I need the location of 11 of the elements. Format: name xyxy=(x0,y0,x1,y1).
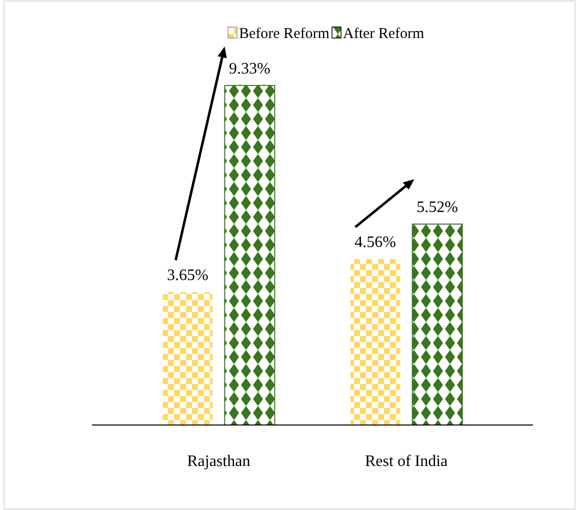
legend-label: After Reform xyxy=(343,26,425,42)
data-label: 5.52% xyxy=(416,199,458,216)
bar xyxy=(224,84,276,426)
bar xyxy=(162,292,213,425)
x-tick-label: Rajasthan xyxy=(187,453,250,470)
data-label: 4.56% xyxy=(354,234,396,252)
data-label: 3.65% xyxy=(167,267,208,284)
bar xyxy=(412,224,463,426)
legend-label: Before Reform xyxy=(239,26,330,42)
x-tick-label: Rest of India xyxy=(365,453,448,470)
data-label: 9.33% xyxy=(229,60,270,78)
